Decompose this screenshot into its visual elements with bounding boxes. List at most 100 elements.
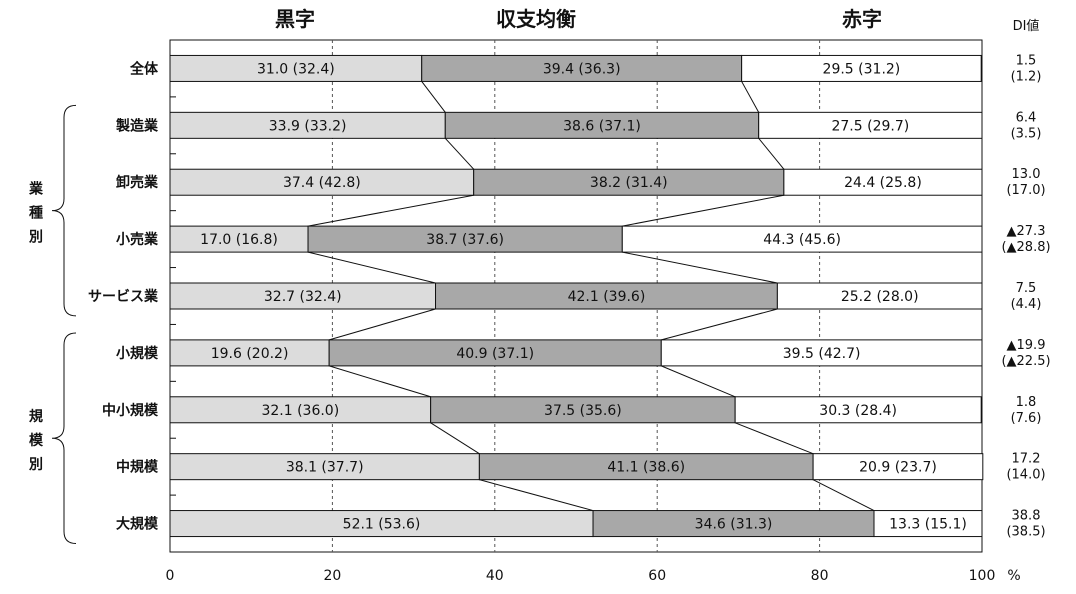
bar-segment (430, 396, 736, 424)
bar-segment (169, 339, 330, 367)
group-brace (51, 332, 77, 544)
connector-line (421, 81, 446, 113)
x-tick-label: 40 (486, 568, 504, 584)
bar-segment (592, 510, 875, 538)
x-unit-label: % (1007, 568, 1020, 584)
data-label: 38.6 (37.1) (563, 118, 641, 134)
data-label: 32.1 (36.0) (261, 403, 339, 419)
group-label-char: 種 (29, 205, 43, 222)
data-label: 38.1 (37.7) (286, 460, 364, 476)
connector-line (307, 194, 474, 227)
di-value-prev: (17.0) (1006, 183, 1045, 198)
bar-segment (328, 339, 662, 367)
bar-segment (873, 510, 983, 538)
data-label: 17.0 (16.8) (200, 232, 278, 248)
bar-segment (169, 282, 437, 310)
connector-line (661, 365, 736, 398)
data-label: 41.1 (38.6) (607, 460, 685, 476)
di-value: 1.5 (1016, 53, 1037, 68)
category-label: 小規模 (116, 345, 159, 362)
di-value: ▲19.9 (1007, 338, 1046, 353)
data-label: 38.7 (37.6) (426, 232, 504, 248)
bar-segment (783, 168, 983, 196)
connector-line (444, 137, 475, 170)
di-value-prev: (7.6) (1011, 411, 1042, 426)
category-label: 中小規模 (102, 402, 159, 419)
bar-segment (741, 54, 982, 82)
di-value: 17.2 (1012, 452, 1041, 467)
bar-segment (473, 168, 785, 196)
data-label: 52.1 (53.6) (343, 517, 421, 533)
x-tick-label: 0 (166, 568, 175, 584)
connector-line (622, 194, 784, 227)
data-label: 29.5 (31.2) (823, 61, 901, 77)
bar-segment (812, 453, 984, 481)
group-label-char: 業 (28, 181, 44, 198)
data-label: 27.5 (29.7) (831, 118, 909, 134)
connector-line (307, 251, 436, 284)
data-label: 30.3 (28.4) (819, 403, 897, 419)
series-header: 赤字 (842, 7, 882, 31)
data-label: 24.4 (25.8) (844, 175, 922, 191)
data-label: 32.7 (32.4) (264, 289, 342, 305)
connector-line (479, 479, 594, 512)
bar-segment (169, 453, 480, 481)
series-header: 黒字 (275, 7, 315, 31)
category-label: 大規模 (116, 516, 159, 533)
category-label: 製造業 (115, 117, 159, 134)
category-label: サービス業 (88, 288, 159, 305)
category-label: 小売業 (116, 231, 159, 248)
data-label: 34.6 (31.3) (695, 517, 773, 533)
bar-segment (734, 396, 982, 424)
bar-segment (776, 282, 983, 310)
bar-segment (478, 453, 814, 481)
connector-line (430, 422, 480, 455)
category-label: 全体 (129, 60, 159, 77)
group-label-char: 規 (29, 409, 43, 425)
category-label: 中規模 (116, 459, 159, 476)
data-label: 37.5 (35.6) (544, 403, 622, 419)
data-label: 13.3 (15.1) (889, 517, 967, 533)
connector-line (734, 422, 814, 455)
x-tick-label: 100 (969, 568, 996, 584)
data-label: 31.0 (32.4) (257, 61, 335, 77)
category-label: 卸売業 (116, 174, 159, 191)
data-label: 39.4 (36.3) (543, 61, 621, 77)
di-value-prev: (1.2) (1011, 69, 1042, 84)
bar-segment (660, 339, 983, 367)
connector-line (812, 479, 875, 512)
data-label: 25.2 (28.0) (841, 289, 919, 305)
di-value: ▲27.3 (1007, 224, 1046, 239)
di-value-prev: (38.5) (1006, 525, 1045, 540)
connector-line (329, 365, 431, 398)
di-header: DI値 (1013, 18, 1040, 34)
bar-segment (169, 396, 432, 424)
group-label-char: 別 (28, 457, 43, 473)
di-value-prev: (▲28.8) (1001, 240, 1050, 255)
x-tick-label: 20 (323, 568, 341, 584)
data-label: 39.5 (42.7) (783, 346, 861, 362)
di-value: 6.4 (1016, 110, 1037, 125)
di-value-prev: (▲22.5) (1001, 354, 1050, 369)
di-value: 1.8 (1016, 395, 1037, 410)
data-label: 38.2 (31.4) (590, 175, 668, 191)
data-label: 37.4 (42.8) (283, 175, 361, 191)
bar-segment (435, 282, 778, 310)
bar-segment (307, 225, 623, 253)
connector-line (329, 308, 436, 341)
data-label: 33.9 (33.2) (269, 118, 347, 134)
di-value-prev: (4.4) (1011, 297, 1042, 312)
di-value: 7.5 (1016, 281, 1037, 296)
group-brace (51, 104, 77, 317)
data-label: 40.9 (37.1) (456, 346, 534, 362)
connector-line (741, 81, 760, 113)
bar-segment (169, 225, 309, 253)
x-tick-label: 60 (648, 568, 666, 584)
di-value: 38.8 (1012, 509, 1041, 524)
data-label: 19.6 (20.2) (211, 346, 289, 362)
bar-segment (444, 111, 760, 139)
di-value: 13.0 (1012, 167, 1041, 182)
bar-segment (758, 111, 983, 139)
connector-line (661, 308, 778, 341)
connector-line (622, 251, 778, 284)
